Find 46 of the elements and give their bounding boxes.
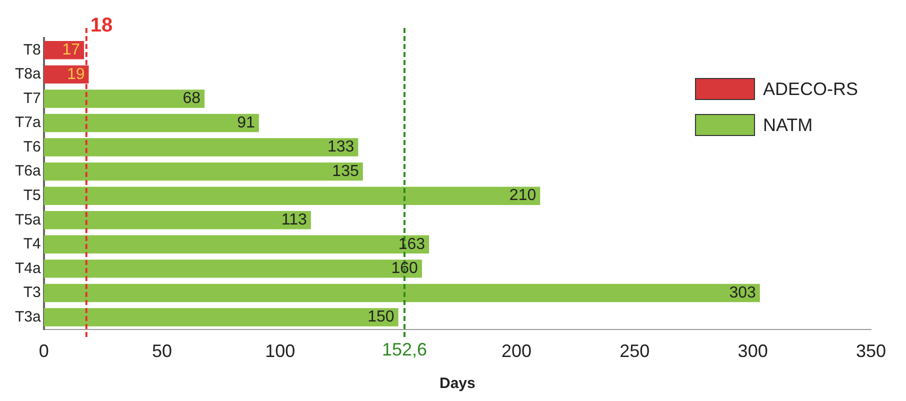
data-label: 303 xyxy=(729,284,756,302)
data-label: 210 xyxy=(509,187,536,204)
y-tick-label: T3 xyxy=(23,284,41,302)
y-tick-label: T5 xyxy=(23,186,41,204)
data-label: 68 xyxy=(182,90,201,108)
bar xyxy=(44,308,398,326)
data-label: 133 xyxy=(327,138,354,156)
data-label: 113 xyxy=(281,212,307,229)
x-tick-label: 300 xyxy=(738,341,768,362)
bar xyxy=(44,138,358,156)
data-label: 160 xyxy=(391,260,418,278)
y-tick-label: T5a xyxy=(14,211,42,228)
bar xyxy=(44,235,430,254)
y-tick-label: T8 xyxy=(23,41,41,58)
x-tick-label: 200 xyxy=(501,341,532,362)
y-tick-label: T3a xyxy=(14,308,42,326)
bar xyxy=(44,90,205,108)
ref-line-label: 152,6 xyxy=(382,339,427,360)
x-tick-label: 350 xyxy=(856,341,886,362)
y-tick-label: T6 xyxy=(23,138,41,156)
legend-label: ADECO-RS xyxy=(762,78,858,100)
x-tick-label: 0 xyxy=(38,341,49,362)
bar xyxy=(44,211,311,230)
data-label: 17 xyxy=(62,42,80,59)
legend-label: NATM xyxy=(762,114,813,136)
data-label: 163 xyxy=(398,236,426,253)
data-label: 19 xyxy=(66,66,85,83)
ref-line-label: 18 xyxy=(90,14,113,37)
bar xyxy=(44,186,540,205)
x-axis-title: Days xyxy=(439,375,476,392)
y-tick-label: T7a xyxy=(14,114,42,132)
y-tick-label: T7 xyxy=(23,90,41,107)
bar xyxy=(44,284,760,302)
x-tick-label: 50 xyxy=(152,341,172,362)
data-label: 150 xyxy=(368,308,394,326)
x-tick-label: 100 xyxy=(265,341,296,362)
bar xyxy=(44,162,363,181)
x-tick-label: 250 xyxy=(620,341,650,362)
data-label: 135 xyxy=(332,162,359,180)
y-tick-label: T4 xyxy=(23,236,41,253)
y-tick-label: T8a xyxy=(14,66,42,83)
y-tick-label: T6a xyxy=(14,162,42,180)
y-tick-label: T4a xyxy=(14,260,42,277)
bar xyxy=(44,114,259,132)
bar xyxy=(44,260,422,278)
data-label: 91 xyxy=(237,114,256,132)
